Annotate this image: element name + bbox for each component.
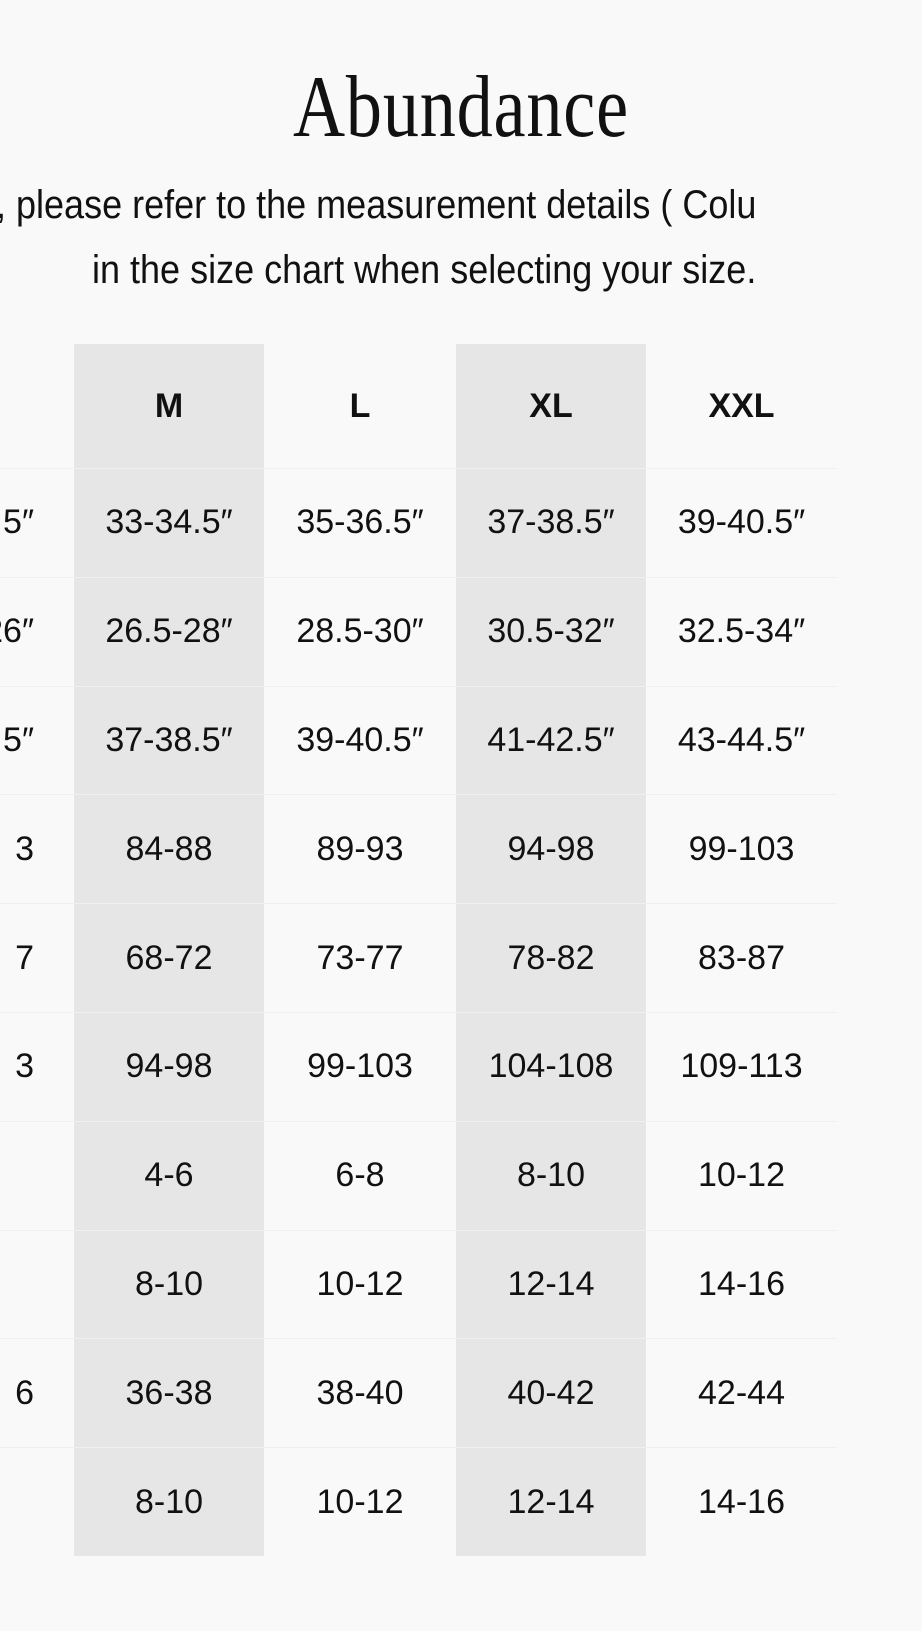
table-cell: 43-44.5″	[646, 685, 837, 795]
table-cell: 4-6	[74, 1120, 264, 1230]
table-cell: 40-42	[456, 1338, 646, 1447]
table-cell: 35-36.5″	[264, 468, 456, 577]
table-cell: 10-12	[264, 1447, 456, 1556]
table-cell: 39-40.5″	[646, 468, 837, 577]
table-cell: 7	[0, 903, 74, 1012]
table-cell: 33-34.5″	[74, 468, 264, 577]
table-cell: 36-38	[74, 1338, 264, 1447]
brand-title: Abundance	[293, 59, 629, 156]
table-cell: 41-42.5″	[456, 685, 646, 795]
table-cell: 94-98	[456, 794, 646, 903]
table-cell: 6	[0, 1338, 74, 1447]
table-cell: 8-10	[74, 1229, 264, 1339]
table-cell: 8-10	[456, 1120, 646, 1230]
table-cell	[0, 1447, 74, 1556]
table-cell: 10-12	[264, 1229, 456, 1339]
size-column: XL 37-38.5″ 30.5-32″ 41-42.5″ 94-98 78-82 104-…	[456, 344, 646, 1556]
table-cell: 14-16	[646, 1229, 837, 1339]
table-cell: 8-10	[74, 1447, 264, 1556]
table-cell: 30.5-32″	[456, 576, 646, 686]
column-header: XL	[529, 386, 573, 425]
table-cell: .5″	[0, 468, 74, 577]
table-cell: 68-72	[74, 903, 264, 1012]
table-cell: 3	[0, 1012, 74, 1121]
table-cell: 83-87	[646, 903, 837, 1012]
column-header: L	[349, 386, 371, 425]
table-cell: 78-82	[456, 903, 646, 1012]
size-column: L 35-36.5″ 28.5-30″ 39-40.5″ 89-93 73-77 99-10…	[264, 344, 456, 1556]
table-cell: .5″	[0, 685, 74, 795]
table-cell: 26.5-28″	[74, 576, 264, 686]
table-cell: 109-113	[646, 1012, 837, 1121]
table-cell: 94-98	[74, 1012, 264, 1121]
size-column: XXL 39-40.5″ 32.5-34″ 43-44.5″ 99-103 83-87 10…	[646, 344, 837, 1556]
table-cell: 12-14	[456, 1229, 646, 1339]
table-cell	[0, 1229, 74, 1339]
table-cell: 32.5-34″	[646, 576, 837, 686]
subtitle-line-1: , please refer to the measurement detail…	[0, 183, 757, 227]
table-cell: 3	[0, 794, 74, 903]
table-cell: 37-38.5″	[456, 468, 646, 577]
subtitle-line-2: in the size chart when selecting your si…	[92, 248, 757, 292]
table-cell: 42-44	[646, 1338, 837, 1447]
table-cell: 28.5-30″	[264, 576, 456, 686]
table-cell: 99-103	[264, 1012, 456, 1121]
table-cell: 26″	[0, 576, 74, 686]
table-cell: 10-12	[646, 1120, 837, 1230]
table-cell	[0, 1120, 74, 1230]
table-cell: 99-103	[646, 794, 837, 903]
column-header: M	[154, 386, 184, 425]
table-cell: 12-14	[456, 1447, 646, 1556]
table-cell: 14-16	[646, 1447, 837, 1556]
table-cell: 84-88	[74, 794, 264, 903]
table-cell: 104-108	[456, 1012, 646, 1121]
table-cell: 89-93	[264, 794, 456, 903]
table-cell: 39-40.5″	[264, 685, 456, 795]
column-header: XXL	[708, 386, 775, 425]
table-cell: 6-8	[264, 1120, 456, 1230]
table-cell: 38-40	[264, 1338, 456, 1447]
table-cell: 73-77	[264, 903, 456, 1012]
table-cell: 37-38.5″	[74, 685, 264, 795]
size-column: M 33-34.5″ 26.5-28″ 37-38.5″ 84-88 68-72 94-98…	[74, 344, 264, 1556]
